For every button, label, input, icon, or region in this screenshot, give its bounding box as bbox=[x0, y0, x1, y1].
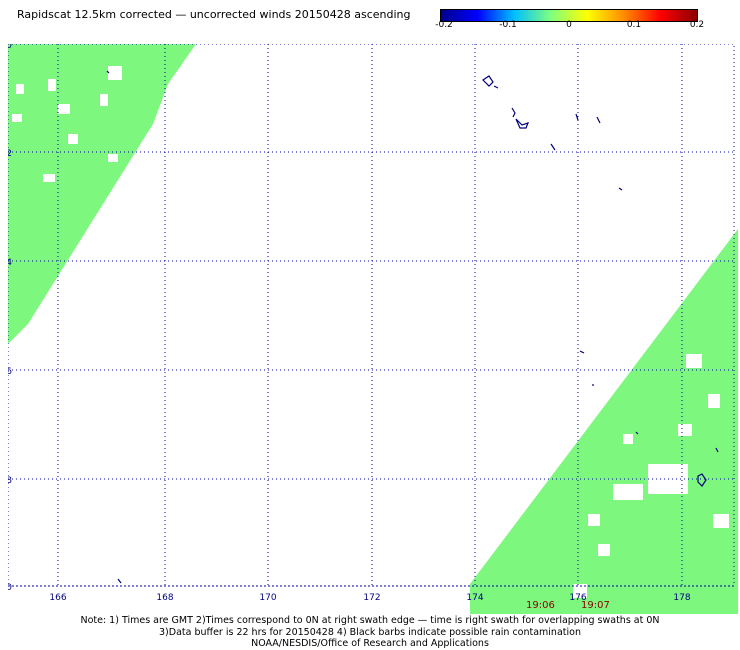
longitude-tick-labels: 166 168 170 172 174 176 178 bbox=[49, 593, 690, 603]
island-outlines bbox=[106, 70, 719, 584]
latitude-tick-label: -6 bbox=[8, 367, 12, 377]
longitude-tick-label: 174 bbox=[466, 593, 483, 603]
longitude-tick-label: 168 bbox=[156, 593, 173, 603]
latitude-tick-label: -2 bbox=[8, 149, 12, 159]
swath-coverage-left bbox=[8, 44, 196, 344]
longitude-tick-label: 178 bbox=[673, 593, 690, 603]
latitude-tick-label: -10 bbox=[8, 583, 12, 593]
swath-time-label: 19:06 bbox=[526, 600, 555, 611]
longitude-tick-label: 172 bbox=[363, 593, 380, 603]
wind-difference-map: 166 168 170 172 174 176 178 0 -2 -4 -6 -8 -10 19:06… bbox=[8, 44, 738, 614]
swath-coverage-right bbox=[470, 229, 738, 614]
color-scale-tick: 0.1 bbox=[626, 20, 642, 30]
color-scale-tick: 0.2 bbox=[689, 20, 705, 30]
swath-time-labels: 19:06 19:07 bbox=[526, 600, 610, 611]
latitude-tick-label: -4 bbox=[8, 258, 12, 268]
color-scale-tick: -0.2 bbox=[435, 20, 453, 30]
color-scale-bar bbox=[440, 9, 698, 22]
map-frame bbox=[8, 44, 735, 587]
color-scale-tick: 0 bbox=[566, 20, 572, 30]
map-title: Rapidscat 12.5km corrected — uncorrected… bbox=[17, 8, 411, 21]
latitude-tick-label: -8 bbox=[8, 476, 12, 486]
note-line: 3)Data buffer is 22 hrs for 20150428 4) … bbox=[159, 626, 581, 638]
longitude-tick-label: 166 bbox=[49, 593, 66, 603]
note-line: Note: 1) Times are GMT 2)Times correspon… bbox=[80, 615, 660, 626]
swath-time-label: 19:07 bbox=[581, 600, 610, 611]
latitude-tick-labels: 0 -2 -4 -6 -8 -10 bbox=[8, 44, 12, 593]
color-scale-tick: -0.1 bbox=[499, 20, 517, 30]
map-border bbox=[8, 44, 735, 587]
longitude-tick-label: 176 bbox=[569, 593, 586, 603]
notes-block: Note: 1) Times are GMT 2)Times correspon… bbox=[0, 615, 740, 650]
latitude-tick-label: 0 bbox=[8, 44, 12, 51]
longitude-tick-label: 170 bbox=[259, 593, 276, 603]
note-line: NOAA/NESDIS/Office of Research and Appli… bbox=[251, 638, 489, 649]
